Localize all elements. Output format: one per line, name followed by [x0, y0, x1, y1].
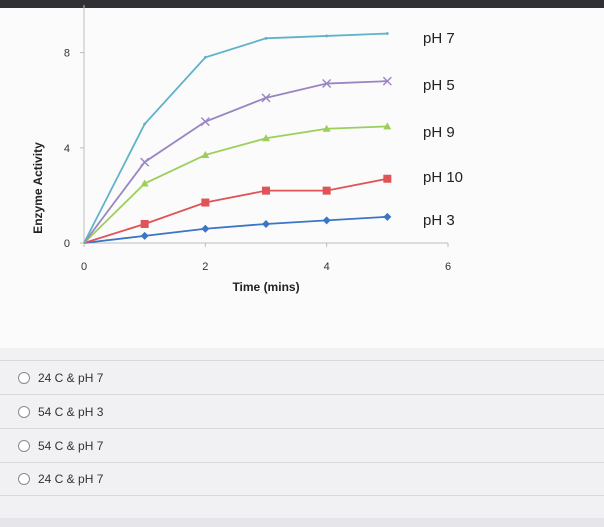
option-label: 54 C & pH 3	[38, 404, 104, 419]
series-point	[382, 76, 392, 86]
series-line	[83, 215, 388, 244]
series-point	[383, 212, 392, 221]
series-point	[140, 231, 149, 240]
answer-options: 24 C & pH 7 54 C & pH 3 54 C & pH 7 24 C…	[0, 360, 604, 496]
option-1[interactable]: 24 C & pH 7	[0, 360, 604, 394]
option-4[interactable]: 24 C & pH 7	[0, 462, 604, 496]
series-ph-9	[83, 122, 392, 244]
series-point	[140, 219, 149, 228]
radio-button-icon[interactable]	[18, 473, 30, 485]
legend-label: pH 7	[423, 30, 455, 47]
x-marker-stroke	[200, 117, 210, 127]
x-marker-stroke	[322, 79, 332, 89]
series-line	[83, 80, 388, 244]
series-point	[262, 186, 270, 195]
series-point	[201, 198, 210, 207]
series-point	[322, 216, 331, 225]
enzyme-activity-chart: 0 4 8 0 2 4 6 pH 7 pH 5 pH 9 pH 10 pH 3 Enzyme Act…	[31, 5, 463, 294]
series-point	[262, 219, 270, 228]
x-axis-title: Time (mins)	[232, 280, 299, 294]
radio-button-icon[interactable]	[18, 371, 30, 384]
y-tick-label: 8	[64, 48, 70, 60]
radio-button-icon[interactable]	[18, 405, 30, 418]
legend-label: pH 9	[423, 124, 455, 141]
series-point	[322, 124, 331, 132]
series-ph-3	[83, 212, 392, 244]
legend-label: pH 10	[423, 169, 463, 186]
series-point	[143, 122, 147, 126]
bottom-divider	[0, 518, 604, 527]
series-point	[203, 55, 207, 59]
series-point	[200, 117, 210, 127]
series-line	[83, 32, 388, 244]
series-point	[262, 134, 270, 142]
series-point	[322, 186, 331, 195]
x-marker-stroke	[140, 157, 150, 167]
series-point	[264, 36, 268, 40]
series-line	[83, 177, 388, 244]
series-point	[325, 34, 329, 38]
x-tick-label: 4	[324, 261, 330, 273]
series-point	[201, 224, 210, 233]
x-marker-stroke	[261, 93, 271, 103]
series-ph-5	[83, 76, 392, 244]
option-3[interactable]: 54 C & pH 7	[0, 428, 604, 462]
series-point	[383, 174, 392, 183]
series-point	[140, 179, 149, 187]
series-point	[201, 150, 210, 158]
x-tick-label: 2	[202, 261, 208, 273]
radio-button-icon[interactable]	[18, 439, 30, 452]
legend-label: pH 3	[423, 212, 455, 229]
y-axis-title: Enzyme Activity	[31, 142, 45, 234]
option-label: 54 C & pH 7	[38, 438, 104, 453]
series-line	[83, 125, 388, 244]
top-strip	[0, 0, 604, 8]
option-label: 24 C & pH 7	[38, 370, 104, 385]
option-2[interactable]: 54 C & pH 3	[0, 394, 604, 428]
chart-panel	[0, 8, 604, 348]
x-tick-label: 6	[445, 261, 451, 273]
series-point	[322, 79, 332, 89]
series-point	[261, 93, 271, 103]
series-ph-7	[83, 32, 389, 244]
x-tick-label: 0	[81, 261, 87, 273]
y-tick-label: 4	[64, 143, 70, 155]
y-tick-label: 0	[64, 238, 70, 250]
series-ph-10	[83, 174, 392, 244]
option-label: 24 C & pH 7	[38, 472, 104, 486]
x-marker-stroke	[382, 76, 392, 86]
legend-label: pH 5	[423, 77, 455, 94]
series-point	[383, 122, 392, 130]
series-point	[385, 32, 389, 35]
series-point	[140, 157, 150, 167]
